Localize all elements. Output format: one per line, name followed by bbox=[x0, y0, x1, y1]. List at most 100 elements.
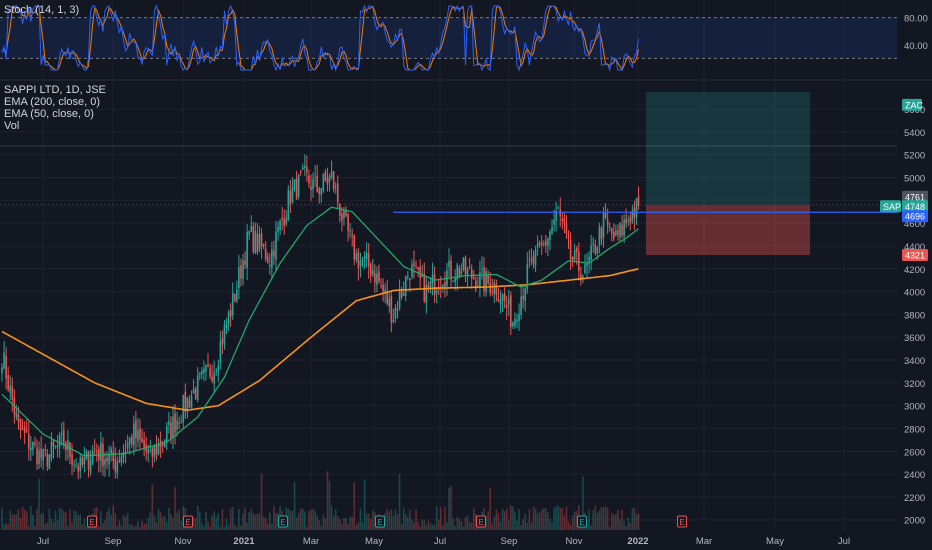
candle-body bbox=[372, 270, 374, 275]
volume-bar bbox=[374, 512, 376, 530]
candle-body bbox=[5, 355, 7, 379]
candle-body bbox=[573, 250, 576, 260]
price-tick: 5200 bbox=[904, 151, 925, 162]
volume-bar bbox=[246, 522, 248, 530]
volume-bar bbox=[619, 518, 621, 530]
candle-body bbox=[518, 313, 520, 321]
volume-bar bbox=[219, 526, 222, 530]
volume-bar bbox=[174, 486, 176, 530]
volume-bar bbox=[143, 523, 145, 530]
volume-bar bbox=[254, 514, 257, 530]
volume-bar bbox=[450, 486, 452, 530]
candle-body bbox=[194, 388, 197, 399]
volume-bar bbox=[225, 518, 228, 530]
volume-bar bbox=[312, 508, 314, 530]
candle-body bbox=[279, 220, 281, 230]
earnings-marker-label: E bbox=[478, 518, 483, 527]
time-tick: Nov bbox=[175, 536, 192, 547]
long-position-tool[interactable] bbox=[0, 92, 897, 255]
earnings-marker bbox=[375, 515, 385, 528]
volume-bar bbox=[536, 513, 539, 530]
volume-bar bbox=[233, 524, 236, 530]
candle-body bbox=[415, 265, 417, 267]
volume-bar bbox=[421, 519, 424, 530]
candle-body bbox=[499, 300, 502, 305]
time-tick: Sep bbox=[501, 536, 518, 547]
time-axis[interactable]: Jul Sep Nov 2021 Mar May Jul Sep Nov 2022 Mar May Ju… bbox=[37, 536, 850, 547]
volume-bar bbox=[120, 525, 123, 530]
candle-body bbox=[15, 412, 18, 418]
volume-bar bbox=[557, 505, 559, 530]
candle-body bbox=[450, 261, 452, 280]
candle-body bbox=[600, 227, 603, 240]
volume-bar bbox=[460, 521, 463, 530]
candle-body bbox=[376, 273, 378, 285]
candle-body bbox=[555, 210, 557, 221]
candle-body bbox=[83, 457, 86, 465]
volume-bar bbox=[538, 512, 541, 530]
candle-body bbox=[320, 188, 323, 195]
volume-bar bbox=[567, 521, 570, 530]
volume-bar bbox=[423, 519, 426, 530]
volume-bar bbox=[384, 512, 386, 530]
high-label: 4761 bbox=[905, 192, 925, 202]
volume-bar bbox=[367, 513, 370, 530]
volume-bar bbox=[236, 526, 238, 530]
candle-body bbox=[67, 440, 69, 451]
volume-bar bbox=[304, 511, 306, 530]
candle-body bbox=[188, 400, 191, 408]
volume-bar bbox=[631, 508, 634, 530]
candle-body bbox=[207, 364, 209, 367]
stop-zone bbox=[646, 204, 810, 255]
candle-body bbox=[629, 217, 632, 224]
volume-bar bbox=[617, 509, 619, 530]
candle-body bbox=[491, 290, 494, 293]
price-tick: 2600 bbox=[904, 447, 925, 458]
stoch-pane[interactable] bbox=[0, 4, 897, 72]
candle-body bbox=[594, 244, 597, 254]
volume-bar bbox=[487, 510, 489, 530]
volume-bar bbox=[419, 526, 421, 530]
volume-bar bbox=[501, 509, 504, 530]
candle-body bbox=[437, 288, 440, 290]
volume-bar bbox=[266, 523, 269, 530]
volume-bar bbox=[60, 509, 63, 530]
candle-body bbox=[596, 247, 599, 254]
volume-bar bbox=[135, 525, 137, 530]
volume-bar bbox=[402, 508, 405, 530]
candle-body bbox=[50, 442, 53, 458]
candle-body bbox=[172, 416, 174, 439]
volume-bar bbox=[42, 512, 44, 530]
candle-body bbox=[56, 445, 59, 448]
candle-body bbox=[357, 251, 360, 269]
candle-body bbox=[479, 272, 481, 288]
candle-body bbox=[621, 224, 623, 235]
candle-body bbox=[433, 274, 436, 296]
symbol-label-bg bbox=[880, 200, 901, 213]
candle-body bbox=[563, 218, 566, 225]
candle-body bbox=[532, 255, 535, 264]
candle-body bbox=[104, 459, 106, 465]
time-tick: May bbox=[365, 536, 383, 547]
volume-bar bbox=[203, 526, 205, 530]
candle-body bbox=[442, 285, 444, 288]
candle-body bbox=[392, 319, 395, 322]
candle-body bbox=[9, 385, 12, 394]
candle-body bbox=[495, 284, 498, 295]
candle-body bbox=[409, 278, 411, 280]
candle-body bbox=[386, 291, 389, 305]
volume-bar bbox=[435, 506, 438, 530]
volume-bar bbox=[269, 512, 271, 530]
earnings-marker bbox=[577, 515, 587, 528]
volume-bar bbox=[400, 524, 403, 530]
price-tick: 4200 bbox=[904, 265, 925, 276]
candle-body bbox=[126, 442, 129, 448]
volume-bar bbox=[21, 506, 24, 530]
price-tick: 3400 bbox=[904, 356, 925, 367]
candle-body bbox=[324, 171, 327, 181]
candle-body bbox=[452, 280, 454, 282]
candle-body bbox=[571, 256, 574, 261]
